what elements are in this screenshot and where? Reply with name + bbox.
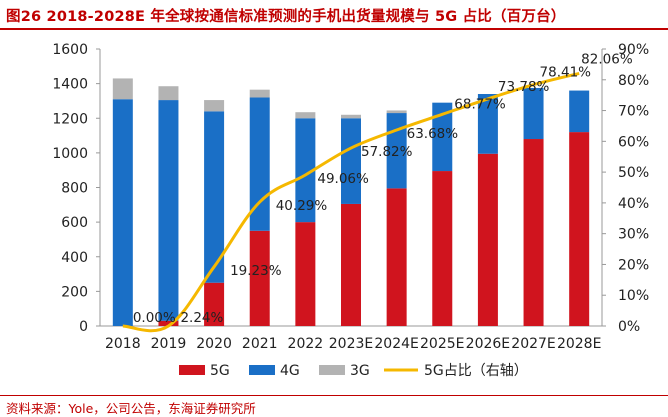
x-tick-label: 2027E	[511, 336, 555, 352]
legend-label: 5G	[210, 363, 230, 379]
bar-4G-2023E	[341, 118, 361, 204]
bar-3G-2022	[295, 112, 316, 119]
bar-5G-2026E	[477, 153, 498, 326]
bar-3G-2020	[204, 100, 225, 112]
x-tick-label: 2023E	[329, 336, 373, 352]
bar-5G-2021	[249, 230, 270, 326]
y-tick-label: 800	[61, 181, 88, 197]
bar-4G-2028E	[569, 90, 590, 133]
legend: 5G 4G 3G 5G占比（右轴）	[179, 363, 528, 379]
x-tick-label: 2020	[196, 336, 232, 352]
x-tick-label: 2024E	[374, 336, 418, 352]
bar-3G-2024E	[386, 110, 407, 114]
data-label: 82.06%	[581, 51, 633, 67]
x-tick-label: 2021	[242, 336, 278, 352]
y2-tick-label: 0%	[618, 319, 640, 335]
y2-tick-label: 70%	[618, 104, 649, 120]
x-tick-label: 2018	[105, 336, 141, 352]
bar-5G-2020	[204, 282, 225, 326]
legend-label: 5G占比（右轴）	[424, 363, 528, 379]
bar-4G-2019	[158, 100, 179, 321]
bar-5G-2027E	[523, 139, 544, 326]
data-label: 49.06%	[317, 171, 369, 187]
bar-4G-2020	[204, 111, 225, 283]
legend-label: 4G	[280, 363, 300, 379]
x-tick-label: 2019	[151, 336, 187, 352]
y2-tick-label: 10%	[618, 288, 649, 304]
y2-tick-label: 40%	[618, 196, 649, 212]
series-line-5g-share	[122, 71, 580, 333]
chart-title: 图26 2018-2028E 年全球按通信标准预测的手机出货量规模与 5G 占比…	[6, 9, 566, 25]
bar-3G-2018	[112, 78, 133, 100]
x-tick-label: 2025E	[420, 336, 464, 352]
y2-tick-label: 30%	[618, 227, 649, 243]
bar-5G-2022	[295, 222, 316, 326]
axes: 0 200 400 600 800 1000 1200 1400 1600 0% 10% 20% 30%…	[52, 42, 649, 352]
bar-5G-2023E	[341, 203, 361, 326]
y-tick-label: 600	[61, 215, 88, 231]
bar-4G-2018	[112, 99, 133, 326]
bar-4G-2027E	[523, 87, 544, 140]
y-tick-label: 1400	[52, 77, 88, 93]
legend-swatch	[179, 365, 205, 375]
data-label: 78.41%	[540, 65, 592, 81]
bar-4G-2026E	[477, 94, 498, 154]
bar-5G-2024E	[386, 188, 407, 326]
bar-5G-2028E	[569, 132, 590, 326]
bars	[112, 78, 590, 326]
legend-label: 3G	[350, 363, 370, 379]
data-label: 2.24%	[180, 310, 223, 326]
bar-5G-2019	[158, 320, 179, 326]
x-tick-label: 2028E	[557, 336, 601, 352]
y2-tick-label: 60%	[618, 134, 649, 150]
data-label: 40.29%	[276, 198, 328, 214]
data-label: 19.23%	[230, 263, 282, 279]
bar-3G-2021	[249, 89, 270, 98]
y-tick-label: 1000	[52, 146, 88, 162]
source-divider	[0, 395, 668, 396]
data-labels: 0.00% 2.24% 19.23% 40.29% 49.06% 57.82% 63.68%…	[133, 51, 633, 326]
data-label: 73.78%	[498, 79, 550, 95]
share-line	[122, 71, 580, 333]
y-tick-label: 400	[61, 250, 88, 266]
x-tick-label: 2022	[288, 336, 324, 352]
bar-4G-2025E	[432, 102, 453, 172]
bar-4G-2022	[295, 118, 316, 223]
y2-tick-label: 90%	[618, 42, 649, 58]
y-tick-label: 1600	[52, 42, 88, 58]
y2-tick-label: 80%	[618, 73, 649, 89]
data-label: 57.82%	[361, 144, 413, 160]
legend-swatch	[319, 365, 345, 375]
legend-swatch	[249, 365, 275, 375]
bar-3G-2023E	[341, 114, 361, 119]
y-tick-label: 1200	[52, 111, 88, 127]
y2-tick-label: 20%	[618, 257, 649, 273]
data-label: 68.77%	[454, 96, 506, 112]
y2-tick-label: 50%	[618, 165, 649, 181]
bar-3G-2019	[158, 86, 179, 101]
title-divider	[0, 28, 668, 30]
bar-5G-2025E	[432, 171, 453, 326]
data-label: 63.68%	[407, 126, 459, 142]
y-tick-label: 200	[61, 284, 88, 300]
y-tick-label: 0	[79, 319, 88, 335]
x-tick-label: 2026E	[466, 336, 510, 352]
data-label: 0.00%	[133, 310, 176, 326]
source-note: 资料来源：Yole，公司公告，东海证券研究所	[6, 401, 256, 416]
